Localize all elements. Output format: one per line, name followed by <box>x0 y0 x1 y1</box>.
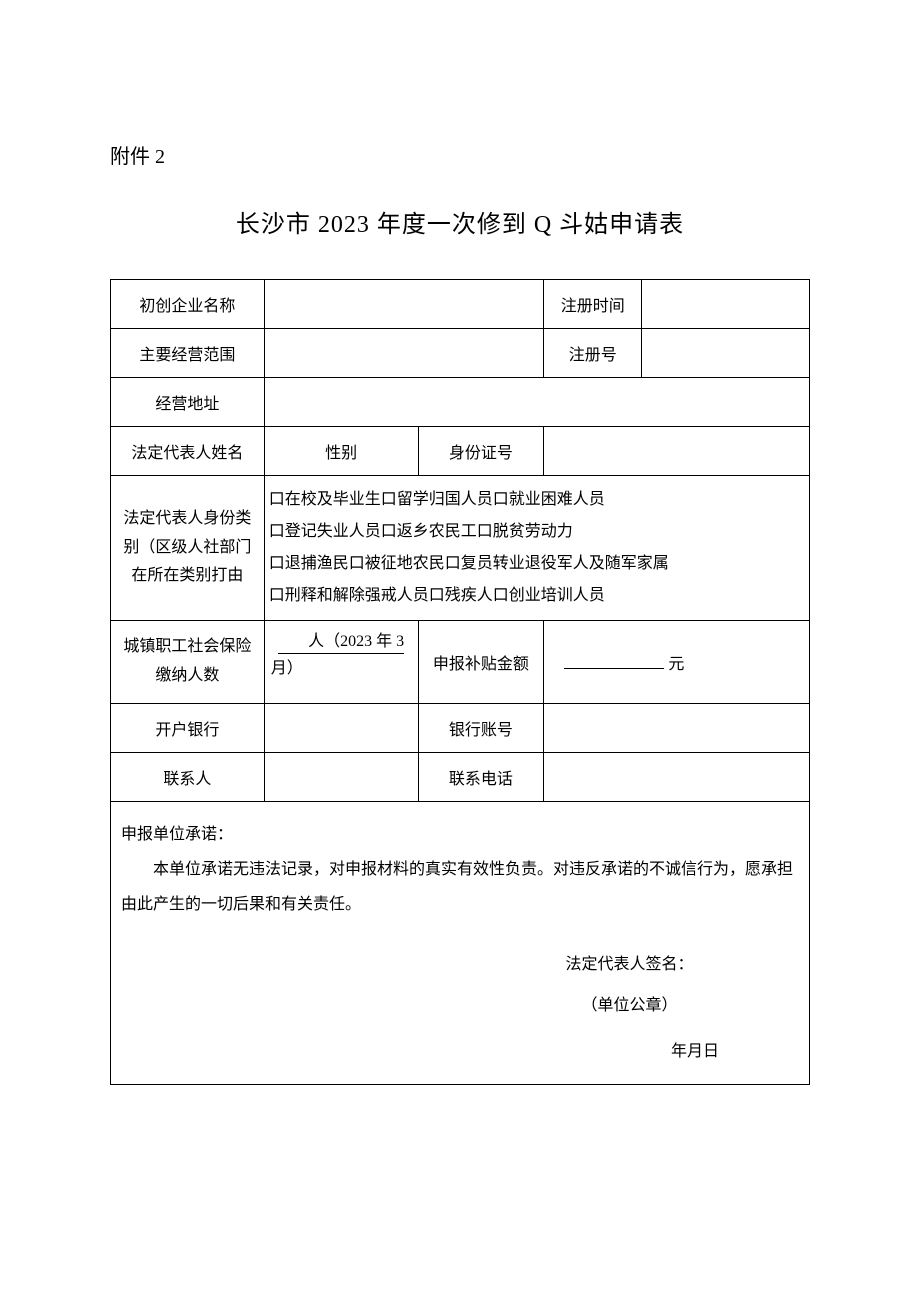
label-identity-category: 法定代表人身份类别（区级人社部门在所在类别打由 <box>111 476 265 621</box>
amount-suffix: 元 <box>668 656 684 673</box>
people-text-top: 人（2023 年 3 <box>308 633 404 650</box>
table-row: 主要经营范围 注册号 <box>111 329 810 378</box>
category-line-1: 口在校及毕业生口留学归国人员口就业困难人员 <box>269 484 805 516</box>
label-id-number: 身份证号 <box>418 427 544 476</box>
label-gender: 性别 <box>264 427 418 476</box>
label-phone: 联系电话 <box>418 752 544 801</box>
value-insurance-count[interactable]: 人（2023 年 3 月） <box>264 621 418 704</box>
attachment-label: 附件 2 <box>110 140 810 169</box>
date-label: 年月日 <box>121 1034 799 1069</box>
label-bank: 开户银行 <box>111 703 265 752</box>
value-id-number[interactable] <box>544 427 810 476</box>
label-contact: 联系人 <box>111 752 265 801</box>
table-row: 经营地址 <box>111 378 810 427</box>
value-identity-category[interactable]: 口在校及毕业生口留学归国人员口就业困难人员 口登记失业人员口返乡农民工口脱贫劳动… <box>264 476 809 621</box>
value-phone[interactable] <box>544 752 810 801</box>
value-bank-account[interactable] <box>544 703 810 752</box>
table-row: 开户银行 银行账号 <box>111 703 810 752</box>
page-title: 长沙市 2023 年度一次修到 Q 斗姑申请表 <box>110 204 810 239</box>
label-reg-number: 注册号 <box>544 329 642 378</box>
label-bank-account: 银行账号 <box>418 703 544 752</box>
table-row: 初创企业名称 注册时间 <box>111 280 810 329</box>
value-reg-time[interactable] <box>642 280 810 329</box>
label-business-scope: 主要经营范围 <box>111 329 265 378</box>
declaration-heading: 申报单位承诺： <box>121 817 799 852</box>
category-line-2: 口登记失业人员口返乡农民工口脱贫劳动力 <box>269 516 805 548</box>
value-business-address[interactable] <box>264 378 809 427</box>
application-form-table: 初创企业名称 注册时间 主要经营范围 注册号 经营地址 法定代表人姓名 性别 身… <box>110 279 810 1085</box>
signature-label: 法定代表人签名： <box>460 947 799 982</box>
label-reg-time: 注册时间 <box>544 280 642 329</box>
declaration-cell: 申报单位承诺： 本单位承诺无违法记录，对申报材料的真实有效性负责。对违反承诺的不… <box>111 801 810 1084</box>
label-company-name: 初创企业名称 <box>111 280 265 329</box>
category-line-3: 口退捕渔民口被征地农民口复员转业退役军人及随军家属 <box>269 548 805 580</box>
table-row: 法定代表人身份类别（区级人社部门在所在类别打由 口在校及毕业生口留学归国人员口就… <box>111 476 810 621</box>
value-bank[interactable] <box>264 703 418 752</box>
amount-underline <box>564 668 664 669</box>
label-business-address: 经营地址 <box>111 378 265 427</box>
category-line-4: 口刑释和解除强戒人员口残疾人口创业培训人员 <box>269 580 805 612</box>
people-text-bottom: 月） <box>271 660 303 677</box>
value-business-scope[interactable] <box>264 329 544 378</box>
label-legal-rep-name: 法定代表人姓名 <box>111 427 265 476</box>
value-company-name[interactable] <box>264 280 544 329</box>
value-reg-number[interactable] <box>642 329 810 378</box>
table-row: 申报单位承诺： 本单位承诺无违法记录，对申报材料的真实有效性负责。对违反承诺的不… <box>111 801 810 1084</box>
label-subsidy-amount: 申报补贴金额 <box>418 621 544 704</box>
seal-label: （单位公章） <box>460 988 799 1023</box>
table-row: 城镇职工社会保险缴纳人数 人（2023 年 3 月） 申报补贴金额 元 <box>111 621 810 704</box>
value-contact[interactable] <box>264 752 418 801</box>
value-subsidy-amount[interactable]: 元 <box>544 621 810 704</box>
declaration-body: 本单位承诺无违法记录，对申报材料的真实有效性负责。对违反承诺的不诚信行为，愿承担… <box>121 852 799 922</box>
label-insurance-count: 城镇职工社会保险缴纳人数 <box>111 621 265 704</box>
table-row: 法定代表人姓名 性别 身份证号 <box>111 427 810 476</box>
table-row: 联系人 联系电话 <box>111 752 810 801</box>
